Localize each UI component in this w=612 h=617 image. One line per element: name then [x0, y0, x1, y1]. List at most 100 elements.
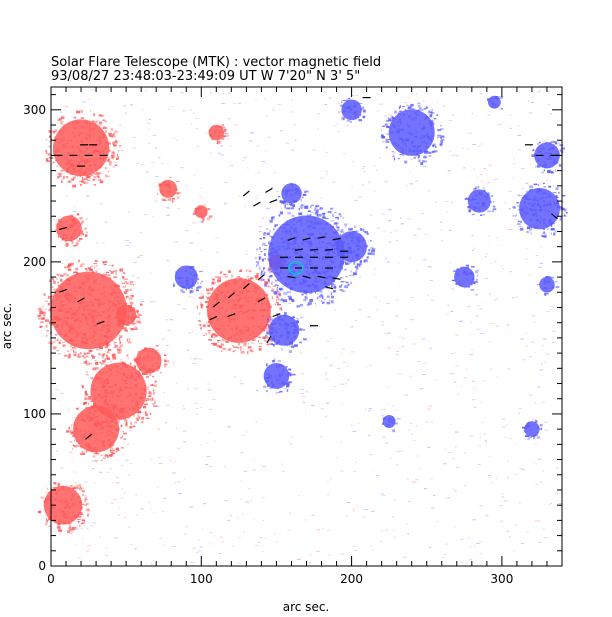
noise-negative-speck — [394, 315, 398, 317]
positive-polarity-region-speck — [88, 129, 91, 133]
noise-positive-speck — [320, 562, 325, 564]
noise-positive-speck — [262, 550, 265, 552]
negative-polarity-region-speck — [543, 169, 545, 172]
negative-polarity-region-speck — [381, 134, 384, 138]
positive-polarity-region-speck — [121, 305, 124, 309]
negative-polarity-region-speck — [539, 141, 541, 144]
negative-polarity-region-speck — [366, 232, 369, 235]
negative-polarity-region-speck — [288, 229, 291, 233]
positive-polarity-region-speck — [277, 304, 281, 306]
negative-polarity-region-speck — [364, 259, 368, 263]
positive-polarity-region-speck — [243, 281, 246, 283]
positive-polarity-region-speck — [69, 266, 71, 268]
positive-polarity-region-speck — [74, 439, 76, 442]
positive-polarity-region-speck — [227, 349, 231, 351]
negative-polarity-region-speck — [270, 216, 274, 220]
negative-polarity-region-speck — [286, 384, 290, 388]
positive-polarity-region-speck — [96, 393, 101, 397]
field-vector — [325, 286, 334, 290]
positive-polarity-region-speck — [155, 345, 159, 347]
positive-polarity-region-speck — [75, 427, 78, 430]
positive-polarity-region-speck — [110, 154, 115, 158]
noise-negative-speck — [317, 113, 321, 115]
positive-polarity-region-speck — [154, 380, 157, 383]
noise-negative-speck — [381, 324, 384, 326]
positive-polarity-region-speck — [110, 405, 113, 407]
noise-negative-speck — [373, 296, 377, 298]
negative-polarity-region-speck — [338, 111, 340, 113]
negative-polarity-region-speck — [272, 360, 275, 363]
noise-negative-speck — [181, 92, 184, 94]
positive-polarity-region-speck — [85, 304, 89, 307]
negative-polarity-region-speck — [290, 207, 294, 210]
negative-polarity-region-speck — [269, 318, 274, 321]
negative-polarity-region-speck — [453, 270, 457, 272]
noise-negative-speck — [227, 92, 231, 94]
positive-polarity-region-speck — [106, 430, 108, 434]
noise-positive-speck — [176, 427, 178, 429]
negative-polarity-region-speck — [317, 289, 320, 291]
negative-polarity-region-speck — [399, 137, 403, 140]
negative-polarity-region-speck — [537, 164, 541, 167]
positive-polarity-region-speck — [101, 421, 104, 424]
positive-polarity-region-speck — [115, 370, 119, 372]
positive-polarity-region-speck — [221, 124, 224, 126]
noise-negative-speck — [304, 519, 307, 521]
positive-polarity-region-speck — [52, 346, 57, 349]
positive-polarity-region-speck — [56, 226, 60, 228]
positive-polarity-region-speck — [106, 381, 110, 385]
positive-polarity-region-speck — [125, 282, 129, 285]
negative-polarity-region-speck — [396, 130, 400, 134]
positive-polarity-region-speck — [95, 415, 99, 418]
positive-polarity-region-speck — [90, 268, 93, 272]
noise-negative-speck — [464, 452, 466, 454]
negative-polarity-region-speck — [189, 290, 193, 293]
positive-polarity-region-speck — [93, 265, 96, 269]
negative-polarity-region-speck — [546, 280, 551, 284]
noise-positive-speck — [159, 436, 161, 438]
positive-polarity-region-speck — [216, 140, 221, 144]
negative-polarity-region-speck — [423, 107, 427, 110]
negative-polarity-region-speck — [337, 222, 339, 225]
negative-polarity-region-speck — [366, 256, 369, 259]
noise-positive-speck — [342, 348, 345, 350]
positive-polarity-region-speck — [62, 145, 65, 147]
negative-polarity-region-speck — [286, 389, 289, 392]
positive-polarity-region-speck — [216, 345, 221, 347]
negative-polarity-region-speck — [313, 285, 316, 289]
positive-polarity-region-speck — [90, 432, 92, 435]
positive-polarity-region-speck — [235, 331, 239, 334]
positive-polarity-region-speck — [83, 361, 85, 364]
positive-polarity-region-speck — [206, 217, 210, 221]
positive-polarity-region-speck — [99, 372, 102, 375]
positive-polarity-region-speck — [108, 330, 111, 333]
negative-polarity-region-speck — [433, 118, 437, 120]
positive-polarity-region-speck — [59, 500, 63, 503]
negative-polarity-region-speck — [487, 210, 491, 213]
noise-negative-speck — [259, 536, 263, 538]
noise-positive-speck — [136, 163, 139, 164]
negative-polarity-region-speck — [268, 365, 270, 368]
positive-polarity-region-speck — [112, 356, 117, 360]
positive-polarity-region-speck — [147, 398, 152, 401]
positive-polarity-region-speck — [126, 340, 128, 342]
negative-polarity-region-speck — [548, 203, 552, 206]
negative-polarity-region-speck — [324, 223, 328, 226]
x-tick-label: 200 — [340, 572, 363, 586]
negative-polarity-region-speck — [413, 156, 417, 159]
positive-polarity-region-speck — [72, 344, 76, 347]
negative-polarity-region-speck — [470, 289, 475, 291]
negative-polarity-region-speck — [382, 417, 385, 420]
positive-polarity-region-speck — [176, 180, 180, 183]
negative-polarity-region-speck — [288, 282, 290, 285]
x-axis-label: arc sec. — [283, 600, 329, 614]
positive-polarity-region-speck — [278, 295, 282, 297]
positive-polarity-region-speck — [46, 330, 49, 332]
positive-polarity-region-speck — [230, 340, 232, 343]
negative-polarity-region-speck — [275, 245, 279, 249]
noise-negative-speck — [480, 401, 483, 403]
positive-polarity-region-speck — [99, 429, 102, 431]
noise-positive-speck — [354, 225, 357, 227]
positive-polarity-region-speck — [108, 293, 110, 295]
negative-polarity-region-speck — [467, 286, 471, 288]
